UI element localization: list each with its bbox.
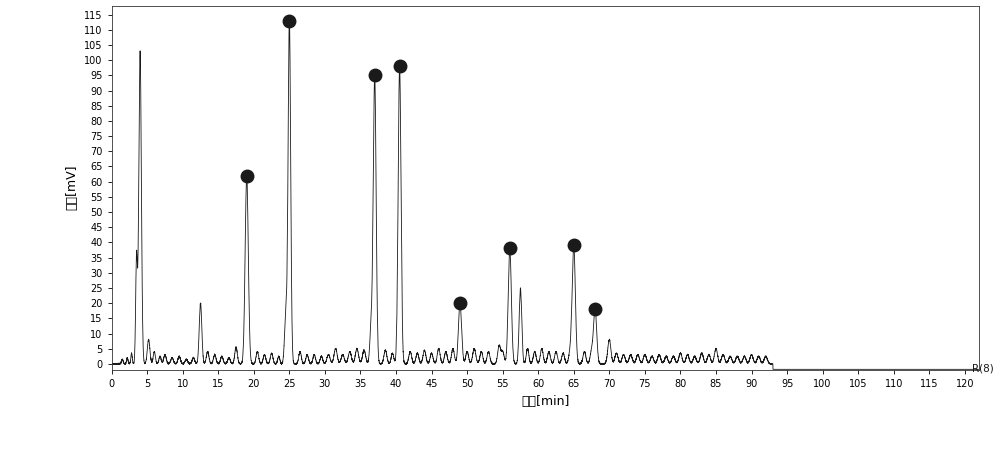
X-axis label: 时间[min]: 时间[min] xyxy=(521,395,570,408)
Text: R(8): R(8) xyxy=(972,363,994,374)
Y-axis label: 信号[mV]: 信号[mV] xyxy=(66,165,79,211)
